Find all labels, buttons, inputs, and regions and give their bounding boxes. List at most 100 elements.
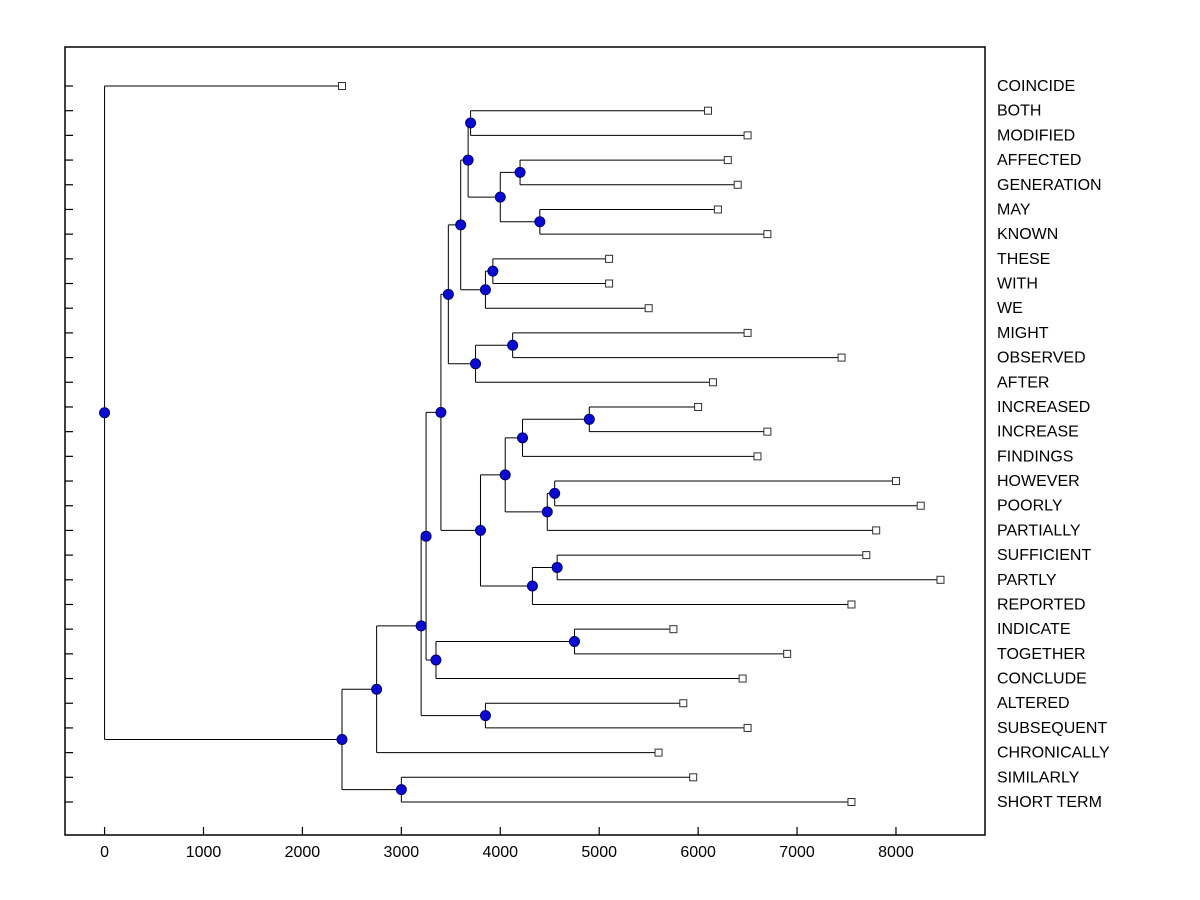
cluster-node-marker (479, 284, 491, 296)
leaf-square-marker (743, 131, 752, 140)
leaf-square-marker (713, 205, 722, 214)
x-axis-tick-label: 1000 (186, 844, 222, 861)
leaf-label: AFTER (997, 374, 1049, 391)
cluster-node-marker (415, 620, 427, 632)
cluster-node-marker (435, 406, 447, 418)
leaf-square-marker (891, 477, 900, 486)
leaf-label: FINDINGS (997, 448, 1073, 465)
leaf-square-marker (743, 328, 752, 337)
cluster-node-marker (494, 191, 506, 203)
leaf-square-marker (837, 353, 846, 362)
cluster-node-marker (465, 117, 477, 129)
cluster-node-marker (430, 654, 442, 666)
cluster-node-marker (534, 216, 546, 228)
leaf-square-marker (753, 452, 762, 461)
leaf-label: THESE (997, 251, 1050, 268)
leaf-square-marker (669, 625, 678, 634)
leaf-label: INDICATE (997, 621, 1070, 638)
leaf-label: CHRONICALLY (997, 745, 1110, 762)
cluster-node-marker (336, 733, 348, 745)
leaf-square-marker (743, 723, 752, 732)
leaf-label: HOWEVER (997, 473, 1080, 490)
leaf-label: TOGETHER (997, 646, 1086, 663)
leaf-label: ALTERED (997, 695, 1070, 712)
cluster-node-marker (517, 432, 529, 444)
leaf-label: INCREASE (997, 424, 1079, 441)
leaf-square-marker (689, 773, 698, 782)
cluster-node-marker (551, 561, 563, 573)
cluster-node-marker (507, 339, 519, 351)
leaf-square-marker (847, 798, 856, 806)
leaf-label: INCREASED (997, 399, 1090, 416)
cluster-node-marker (541, 506, 553, 518)
leaf-square-marker (783, 649, 792, 658)
leaf-square-marker (733, 180, 742, 189)
cluster-node-marker (420, 530, 432, 542)
leaf-square-marker (916, 501, 925, 510)
x-axis-tick-label: 4000 (482, 844, 518, 861)
leaf-label: OBSERVED (997, 350, 1086, 367)
cluster-node-marker (371, 683, 383, 695)
leaf-square-marker (872, 526, 881, 535)
x-axis-tick-label: 6000 (680, 844, 716, 861)
leaf-square-marker (644, 304, 653, 313)
leaf-square-marker (847, 600, 856, 609)
cluster-node-marker (395, 784, 407, 796)
leaf-label: WITH (997, 276, 1038, 293)
cluster-node-marker (568, 636, 580, 648)
leaf-square-marker (738, 674, 747, 683)
leaf-square-marker (605, 254, 614, 263)
leaf-square-marker (704, 106, 713, 115)
leaf-label: MAY (997, 201, 1031, 218)
leaf-square-marker (708, 378, 717, 387)
cluster-node-marker (455, 219, 467, 231)
x-axis-tick-label: 2000 (285, 844, 321, 861)
x-axis-tick-label: 5000 (581, 844, 617, 861)
cluster-node-marker (442, 288, 454, 300)
leaf-label: MODIFIED (997, 127, 1075, 144)
leaf-square-marker (936, 575, 945, 584)
cluster-node-marker (474, 524, 486, 536)
cluster-node-marker (462, 154, 474, 166)
leaf-label: AFFECTED (997, 152, 1081, 169)
leaf-label: MIGHT (997, 325, 1049, 342)
leaf-square-marker (763, 427, 772, 436)
cluster-node-marker (499, 469, 511, 481)
cluster-node-marker (479, 710, 491, 722)
leaf-label: BOTH (997, 103, 1041, 120)
leaf-label: PARTLY (997, 572, 1057, 589)
leaf-label: CONCLUDE (997, 671, 1087, 688)
x-axis-tick-label: 3000 (384, 844, 420, 861)
leaf-label: POORLY (997, 498, 1063, 515)
leaf-label: SIMILARLY (997, 769, 1080, 786)
cluster-node-marker (470, 358, 482, 370)
leaf-square-marker (654, 748, 663, 757)
leaf-label: SUBSEQUENT (997, 720, 1107, 737)
x-axis-tick-label: 7000 (779, 844, 815, 861)
cluster-node-marker (99, 407, 111, 419)
leaf-label: REPORTED (997, 596, 1086, 613)
x-axis-tick-label: 8000 (878, 844, 914, 861)
leaf-square-marker (337, 82, 346, 90)
leaf-square-marker (723, 156, 732, 165)
leaf-label: COINCIDE (997, 78, 1075, 95)
leaf-square-marker (862, 551, 871, 560)
cluster-node-marker (549, 487, 561, 499)
leaf-label: GENERATION (997, 177, 1102, 194)
leaf-label: WE (997, 300, 1023, 317)
leaf-label: SHORT TERM (997, 794, 1102, 811)
leaf-square-marker (694, 402, 703, 411)
cluster-node-marker (526, 580, 538, 592)
leaf-square-marker (679, 699, 688, 708)
cluster-node-marker (487, 265, 499, 277)
cluster-node-marker (583, 413, 595, 425)
leaf-label: PARTIALLY (997, 522, 1081, 539)
leaf-label: KNOWN (997, 226, 1058, 243)
x-axis-tick-label: 0 (100, 844, 109, 861)
leaf-square-marker (605, 279, 614, 288)
cluster-node-marker (514, 166, 526, 178)
leaf-square-marker (763, 230, 772, 239)
plot-border (64, 46, 986, 836)
